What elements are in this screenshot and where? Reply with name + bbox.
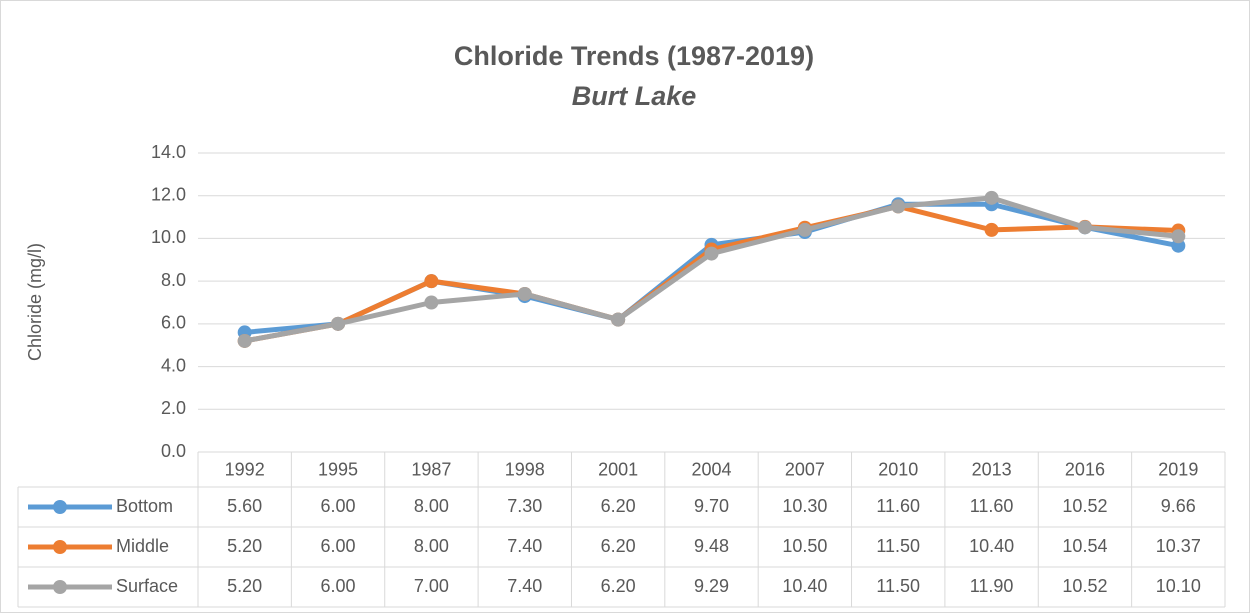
y-tick-label: 12.0 (151, 184, 186, 204)
legend-marker (53, 540, 67, 554)
table-cell: 11.60 (876, 496, 920, 516)
table-cell: 8.00 (414, 496, 449, 516)
y-tick-label: 0.0 (161, 441, 186, 461)
data-point (517, 286, 532, 301)
x-tick-label: 2001 (598, 459, 638, 479)
y-tick-label: 10.0 (151, 227, 186, 247)
table-cell: 6.00 (321, 576, 356, 596)
table-cell: 10.37 (1156, 536, 1201, 556)
x-tick-label: 1992 (225, 459, 265, 479)
y-tick-label: 8.0 (161, 270, 186, 290)
table-cell: 9.70 (694, 496, 729, 516)
table-cell: 10.30 (782, 496, 827, 516)
data-point (704, 246, 719, 261)
data-point (237, 333, 252, 348)
table-cell: 9.66 (1161, 496, 1196, 516)
x-tick-label: 1995 (318, 459, 358, 479)
x-tick-label: 2010 (878, 459, 918, 479)
x-tick-label: 2004 (691, 459, 731, 479)
data-point (984, 190, 999, 205)
x-tick-label: 2007 (785, 459, 825, 479)
table-cell: 7.00 (414, 576, 449, 596)
chart-title: Chloride Trends (1987-2019) (454, 41, 814, 71)
data-point (891, 199, 906, 214)
x-tick-label: 2019 (1158, 459, 1198, 479)
table-cell: 6.00 (321, 536, 356, 556)
legend-marker (53, 580, 67, 594)
data-point (797, 222, 812, 237)
table-cell: 6.20 (601, 496, 636, 516)
table-cell: 10.52 (1062, 496, 1107, 516)
table-cell: 6.20 (601, 576, 636, 596)
y-axis-label: Chloride (mg/l) (25, 243, 45, 361)
table-cell: 11.50 (876, 536, 920, 556)
x-tick-label: 2013 (972, 459, 1012, 479)
table-cell: 9.48 (694, 536, 729, 556)
table-cell: 9.29 (694, 576, 729, 596)
legend-label: Middle (116, 536, 169, 556)
table-cell: 10.10 (1156, 576, 1201, 596)
table-cell: 5.20 (227, 536, 262, 556)
chart-subtitle: Burt Lake (572, 81, 697, 111)
table-cell: 6.00 (321, 496, 356, 516)
legend-label: Surface (116, 576, 178, 596)
y-tick-label: 6.0 (161, 313, 186, 333)
table-cell: 10.54 (1062, 536, 1107, 556)
table-cell: 6.20 (601, 536, 636, 556)
data-point (424, 295, 439, 310)
x-tick-label: 2016 (1065, 459, 1105, 479)
table-cell: 11.60 (970, 496, 1014, 516)
legend-label: Bottom (116, 496, 173, 516)
table-cell: 10.40 (782, 576, 827, 596)
table-cell: 7.30 (507, 496, 542, 516)
data-point (1171, 229, 1186, 244)
table-cell: 10.52 (1062, 576, 1107, 596)
table-cell: 10.50 (782, 536, 827, 556)
table-cell: 11.90 (970, 576, 1014, 596)
table-cell: 11.50 (876, 576, 920, 596)
data-point (424, 274, 439, 289)
table-cell: 10.40 (969, 536, 1014, 556)
legend-marker (53, 500, 67, 514)
y-tick-label: 4.0 (161, 355, 186, 375)
x-tick-label: 1998 (505, 459, 545, 479)
y-tick-label: 2.0 (161, 398, 186, 418)
table-cell: 7.40 (507, 576, 542, 596)
data-point (1077, 220, 1092, 235)
data-point (331, 316, 346, 331)
y-tick-label: 14.0 (151, 142, 186, 162)
data-point (611, 312, 626, 327)
x-tick-label: 1987 (411, 459, 451, 479)
table-cell: 8.00 (414, 536, 449, 556)
table-cell: 5.60 (227, 496, 262, 516)
table-cell: 5.20 (227, 576, 262, 596)
data-point (984, 222, 999, 237)
table-cell: 7.40 (507, 536, 542, 556)
